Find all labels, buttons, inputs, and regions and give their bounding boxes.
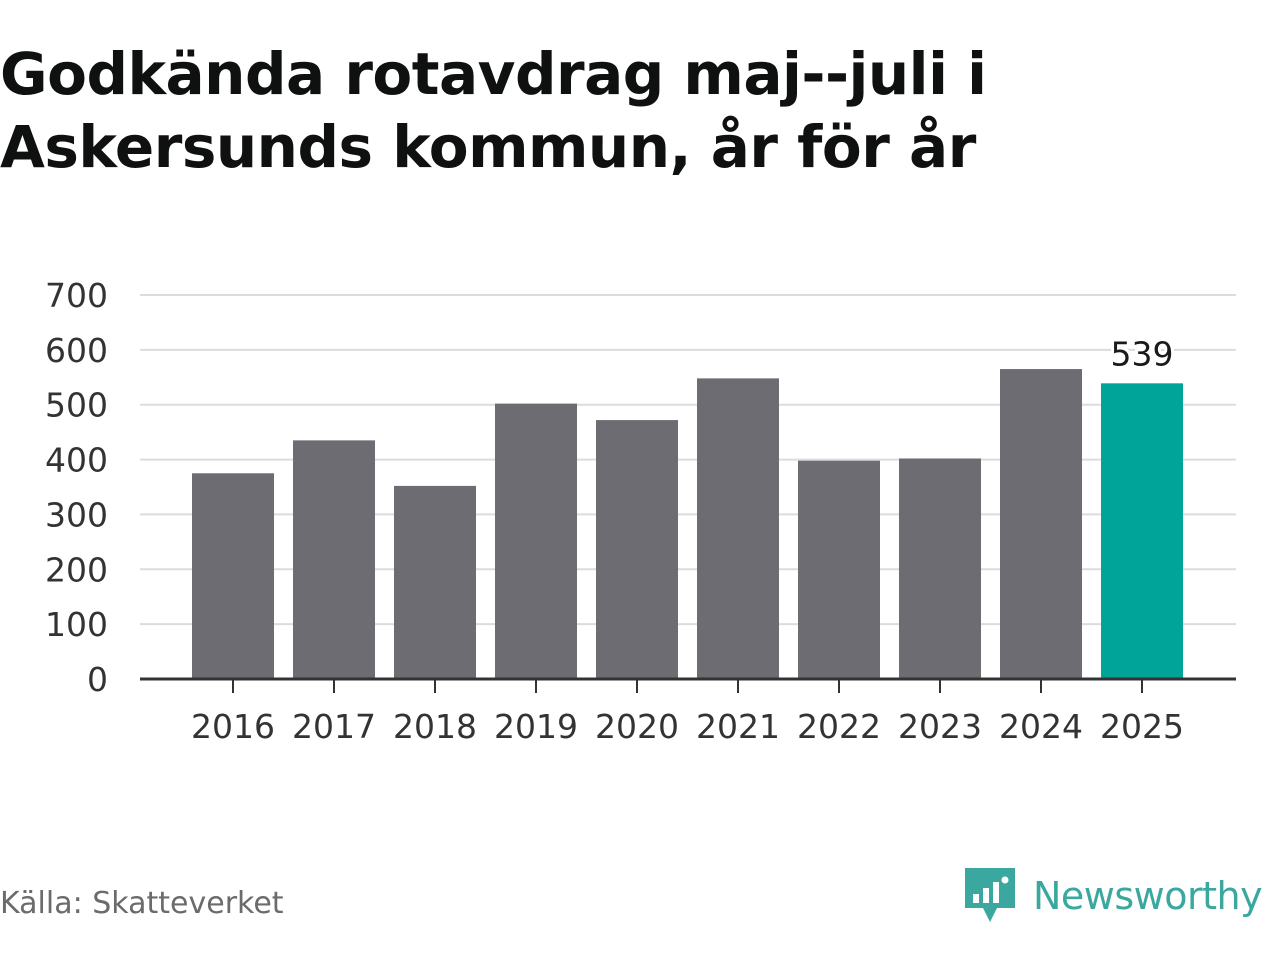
brand-name: Newsworthy: [1033, 874, 1263, 918]
x-tick-label: 2025: [1100, 707, 1184, 746]
chart-title: Godkända rotavdrag maj--juli i Askersund…: [0, 40, 987, 181]
newsworthy-logo-icon: [965, 868, 1015, 922]
bar-2023: [899, 458, 981, 679]
x-tick-label: 2020: [595, 707, 679, 746]
y-tick-label: 200: [45, 550, 108, 589]
x-tick-label: 2021: [696, 707, 780, 746]
brand: Newsworthy: [963, 864, 1263, 928]
y-tick-label: 700: [45, 276, 108, 315]
bars: [192, 369, 1183, 679]
x-tick-label: 2022: [797, 707, 881, 746]
x-tick-label: 2018: [393, 707, 477, 746]
bar-2017: [293, 440, 375, 679]
x-tick-label: 2017: [292, 707, 376, 746]
bar-2019: [495, 403, 577, 679]
bar-2018: [394, 485, 476, 679]
bar-2022: [798, 460, 880, 679]
x-tick-label: 2024: [999, 707, 1083, 746]
y-tick-label: 0: [87, 660, 108, 699]
bar-2024: [1000, 369, 1082, 679]
y-tick-label: 300: [45, 495, 108, 534]
x-axis: 2016 2017 2018 2019 2020 2021 2022 2023 2024 2025: [140, 677, 1236, 746]
bar-2025: [1101, 383, 1183, 679]
y-tick-label: 400: [45, 441, 108, 480]
x-tick-label: 2016: [191, 707, 275, 746]
source-note: Källa: Skatteverket: [0, 886, 284, 921]
y-tick-label: 100: [45, 605, 108, 644]
bar-2020: [596, 420, 678, 679]
x-tick-label: 2023: [898, 707, 982, 746]
x-tick-label: 2019: [494, 707, 578, 746]
bar-2016: [192, 473, 274, 679]
data-label: 539: [1111, 334, 1174, 373]
y-tick-label: 500: [45, 386, 108, 425]
y-axis-ticks: 0 100 200 300 400 500 600 700: [45, 276, 108, 699]
y-tick-label: 600: [45, 331, 108, 370]
bar-2021: [697, 378, 779, 679]
data-labels: 539: [1108, 331, 1177, 376]
